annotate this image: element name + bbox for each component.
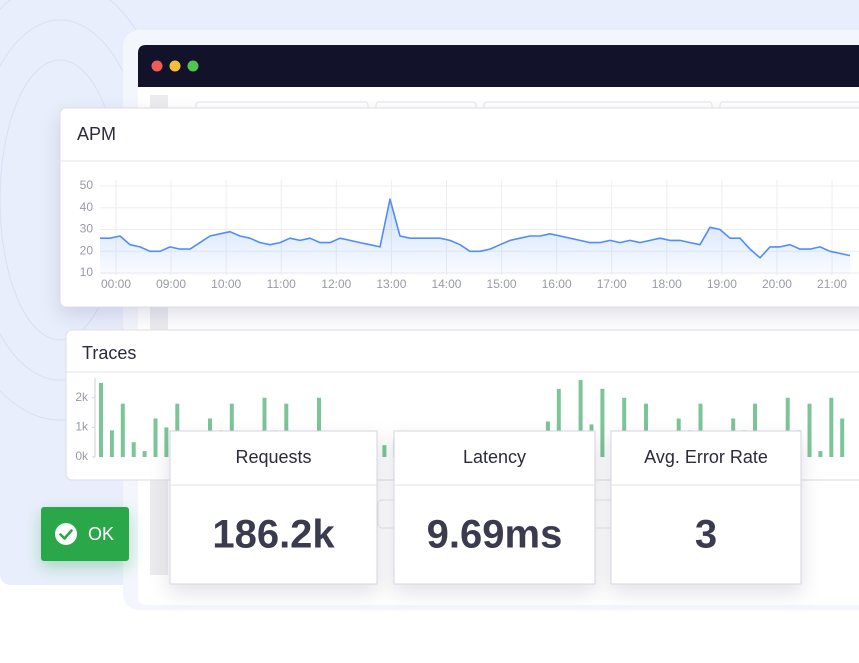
x-tick-label: 13:00 [376, 277, 406, 291]
bar [818, 451, 823, 457]
stat-cards: Requests 186.2k Latency 9.69ms Avg. Error Ra… [169, 430, 802, 585]
x-tick-label: 17:00 [597, 277, 627, 291]
bar [109, 430, 114, 457]
stat-card: Avg. Error Rate 3 [610, 430, 802, 585]
bar [698, 403, 703, 457]
area-fill [100, 199, 850, 275]
apm-plot [100, 180, 859, 275]
stat-value: 9.69ms [427, 513, 563, 557]
bar [840, 418, 845, 457]
card-title: Traces [82, 343, 136, 363]
stat-label: Latency [463, 447, 526, 467]
card-title: APM [77, 124, 116, 144]
y-tick-label: 50 [80, 178, 94, 192]
x-tick-label: 21:00 [817, 277, 847, 291]
bar [382, 445, 387, 457]
x-tick-label: 16:00 [542, 277, 572, 291]
bar [229, 403, 234, 457]
card-bg [393, 430, 596, 585]
y-tick-label: 1k [75, 420, 89, 434]
x-tick-label: 15:00 [487, 277, 517, 291]
card-bg [610, 430, 802, 585]
close-dot[interactable] [151, 60, 163, 72]
bar [262, 397, 267, 457]
y-tick-label: 20 [80, 243, 94, 257]
title-bar [138, 45, 859, 87]
bar [578, 379, 583, 457]
bar [600, 388, 605, 457]
x-tick-label: 09:00 [156, 277, 186, 291]
maximize-dot[interactable] [187, 60, 199, 72]
x-tick-label: 00:00 [101, 277, 131, 291]
stat-label: Requests [235, 447, 311, 467]
x-tick-label: 11:00 [267, 277, 296, 291]
bar [644, 403, 648, 457]
card-bg [169, 430, 378, 585]
y-tick-label: 2k [75, 390, 89, 404]
stat-value: 186.2k [212, 513, 335, 557]
x-tick-label: 14:00 [431, 277, 461, 291]
status-label: OK [88, 524, 114, 544]
bar [142, 451, 147, 457]
bar [131, 442, 136, 457]
y-tick-label: 30 [80, 222, 94, 236]
status-button[interactable]: OK [41, 507, 129, 561]
bar [284, 403, 289, 457]
bar [829, 397, 834, 457]
bar [99, 382, 103, 457]
apm-card: APM 10 20 30 40 50 00:00 09:00 10:00 11:00 12:00 1… [59, 107, 859, 308]
y-tick-label: 40 [80, 200, 94, 214]
minimize-dot[interactable] [169, 60, 181, 72]
stat-label: Avg. Error Rate [644, 447, 768, 467]
bar [164, 427, 169, 457]
bar [153, 418, 158, 457]
bar [785, 397, 790, 457]
bar [317, 397, 321, 457]
x-tick-label: 20:00 [762, 277, 792, 291]
x-tick-label: 12:00 [321, 277, 351, 291]
y-tick-label: 10 [80, 265, 94, 279]
bar [556, 388, 561, 457]
stat-value: 3 [695, 513, 717, 557]
x-tick-label: 10:00 [211, 277, 241, 291]
bar [807, 403, 812, 457]
y-tick-label: 0k [75, 449, 89, 463]
bar [622, 397, 627, 457]
bar [753, 403, 757, 457]
x-tick-label: 19:00 [707, 277, 737, 291]
stat-card: Requests 186.2k [169, 430, 378, 585]
bar [175, 403, 180, 457]
line [100, 198, 851, 259]
x-tick-label: 18:00 [652, 277, 682, 291]
stat-card: Latency 9.69ms [393, 430, 596, 585]
bar [120, 403, 125, 457]
